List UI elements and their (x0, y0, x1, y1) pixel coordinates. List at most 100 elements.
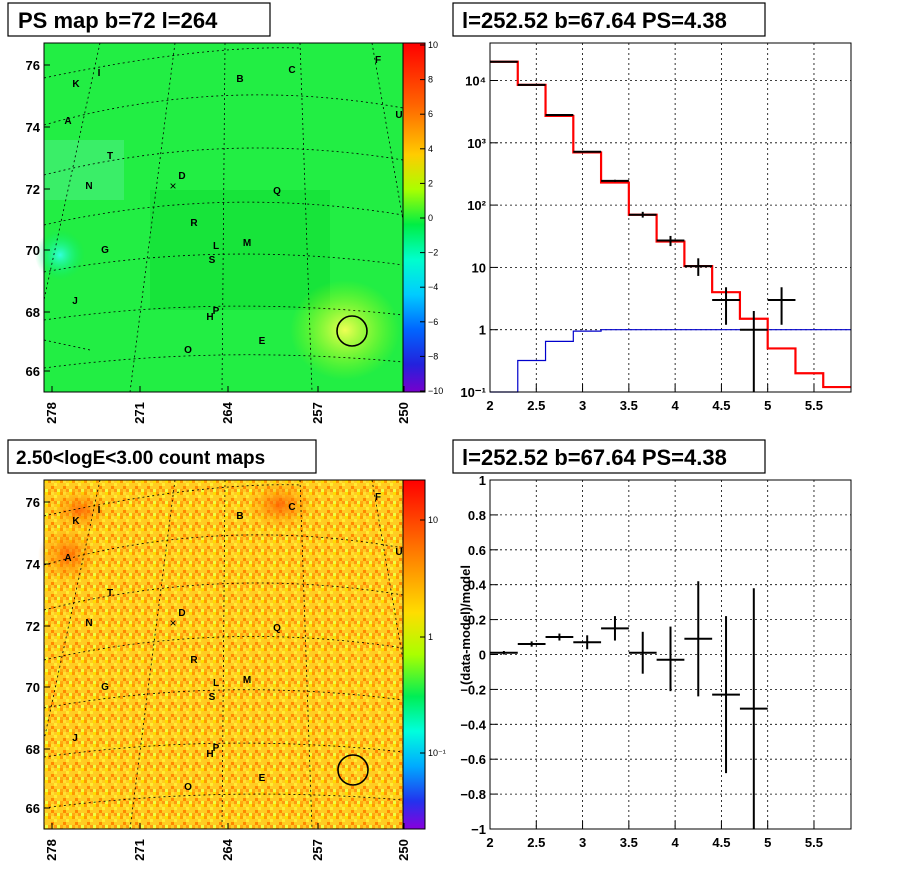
map-center-marker: × (169, 179, 176, 193)
y-tick-label: 10 (472, 260, 486, 275)
residual-point (545, 633, 574, 641)
ps-map-title: PS map b=72 l=264 (18, 8, 218, 33)
count-map-roi-circle (337, 754, 369, 786)
residual-point (490, 651, 518, 655)
spectrum-frame (489, 42, 852, 393)
ps-map-roi-circle (336, 315, 368, 347)
model-step-line (490, 60, 851, 389)
colorbar-label: 10⁻¹ (428, 748, 446, 758)
data-point (573, 150, 602, 153)
count-map-hotspot (50, 488, 110, 532)
x-tick-label: 264 (220, 838, 235, 860)
spectrum-data-series (490, 60, 796, 392)
y-tick-label: 10² (467, 198, 486, 213)
colorbar-label: 10 (428, 40, 438, 50)
count-map-sources: K I B C F A U T D N Q R G L M S J PH E O × (64, 492, 402, 793)
x-tick-label: 3 (579, 835, 586, 850)
source-label-t: T (107, 588, 113, 599)
spectrum-y-ticks: 10⁴ 10³ 10² 10 1 10⁻¹ (460, 74, 498, 400)
ps-map-cyan-blob (35, 230, 85, 280)
source-label-g: G (101, 245, 109, 256)
ps-map-sources: K I B C F A U T D N Q R G L M S J PH E O × (64, 55, 402, 356)
source-label-n: N (85, 181, 92, 192)
y-tick-label: −0.6 (460, 752, 486, 767)
source-label-l: L (213, 678, 219, 689)
source-label-b: B (236, 511, 243, 522)
count-map-colorbar (403, 480, 425, 829)
residual-data-series (490, 581, 768, 829)
data-point (517, 83, 546, 86)
residual-point (712, 616, 740, 774)
count-map-y-ticks: 76 74 72 70 68 66 (26, 495, 50, 816)
source-label-j: J (72, 733, 78, 744)
source-label-f: F (375, 492, 381, 503)
x-tick-label: 3 (579, 398, 586, 413)
source-label-p: P (213, 306, 220, 317)
count-map-title: 2.50<logE<3.00 count maps (16, 448, 265, 469)
colorbar-label: −4 (428, 282, 438, 292)
residual-y-ticks: 1 0.8 0.6 0.4 0.2 0 −0.2 −0.4 −0.6 −0.8 −1 (460, 473, 498, 837)
y-tick-label: 70 (26, 243, 40, 258)
data-point (656, 235, 685, 247)
x-tick-label: 4.5 (712, 835, 730, 850)
colorbar-label: 10 (428, 515, 438, 525)
y-tick-label: 10³ (467, 136, 486, 151)
source-label-m: M (243, 238, 251, 249)
y-tick-label: 0.4 (468, 578, 487, 593)
source-label-i: I (98, 68, 101, 79)
data-point (684, 258, 713, 276)
x-tick-label: 2 (486, 835, 493, 850)
x-tick-label: 2 (486, 398, 493, 413)
data-point (490, 60, 518, 63)
x-tick-label: 4 (672, 835, 680, 850)
x-tick-label: 4 (672, 398, 680, 413)
data-point (545, 113, 574, 116)
colorbar-label: −2 (428, 248, 438, 258)
y-tick-label: 72 (26, 619, 40, 634)
ps-map-yellow-blob (290, 280, 400, 380)
spectrum-model-series (490, 60, 851, 389)
x-tick-label: 5 (764, 398, 771, 413)
colorbar-label: 0 (428, 213, 433, 223)
ps-map-patch (44, 140, 124, 200)
count-map-hotspot (38, 525, 98, 585)
spectrum-title: l=252.52 b=67.64 PS=4.38 (462, 8, 727, 33)
source-label-d: D (178, 608, 185, 619)
y-tick-label: −0.4 (460, 717, 486, 732)
y-tick-label: 66 (26, 801, 40, 816)
map-center-marker: × (169, 616, 176, 630)
x-tick-label: 271 (132, 402, 147, 424)
y-tick-label: 1 (479, 473, 486, 488)
x-tick-label: 5.5 (805, 398, 823, 413)
y-tick-label: 1 (479, 323, 486, 338)
y-tick-label: 0.8 (468, 508, 486, 523)
colorbar-label: 1 (428, 632, 433, 642)
source-label-k: K (72, 516, 80, 527)
x-tick-label: 3.5 (620, 398, 638, 413)
colorbar-label: −8 (428, 351, 438, 361)
residual-x-ticks: 2 2.5 3 3.5 4 4.5 5 5.5 (486, 821, 823, 850)
count-map-x-ticks: 278 271 264 257 250 (44, 823, 411, 861)
x-tick-label: 250 (396, 839, 411, 861)
residual-point (739, 588, 768, 829)
spectrum-grid (489, 43, 851, 393)
count-map-title-box (7, 439, 317, 474)
residual-point (517, 641, 546, 647)
x-tick-label: 5.5 (805, 835, 823, 850)
source-label-r: R (190, 218, 198, 229)
x-tick-label: 278 (44, 402, 59, 424)
y-tick-label: 68 (26, 305, 40, 320)
residual-point (684, 581, 713, 697)
source-label-t: T (107, 151, 113, 162)
source-label-q: Q (273, 623, 281, 634)
source-label-a: A (64, 116, 71, 127)
source-label-r: R (190, 655, 198, 666)
residual-grid (489, 479, 851, 830)
y-tick-label: 72 (26, 182, 40, 197)
residual-y-axis-label: (data-model)/model (458, 565, 473, 685)
residual-title-box (452, 439, 766, 474)
source-label-f: F (375, 55, 381, 66)
source-label-e: E (259, 336, 266, 347)
y-tick-label: 74 (26, 557, 41, 572)
residual-point (628, 631, 657, 674)
